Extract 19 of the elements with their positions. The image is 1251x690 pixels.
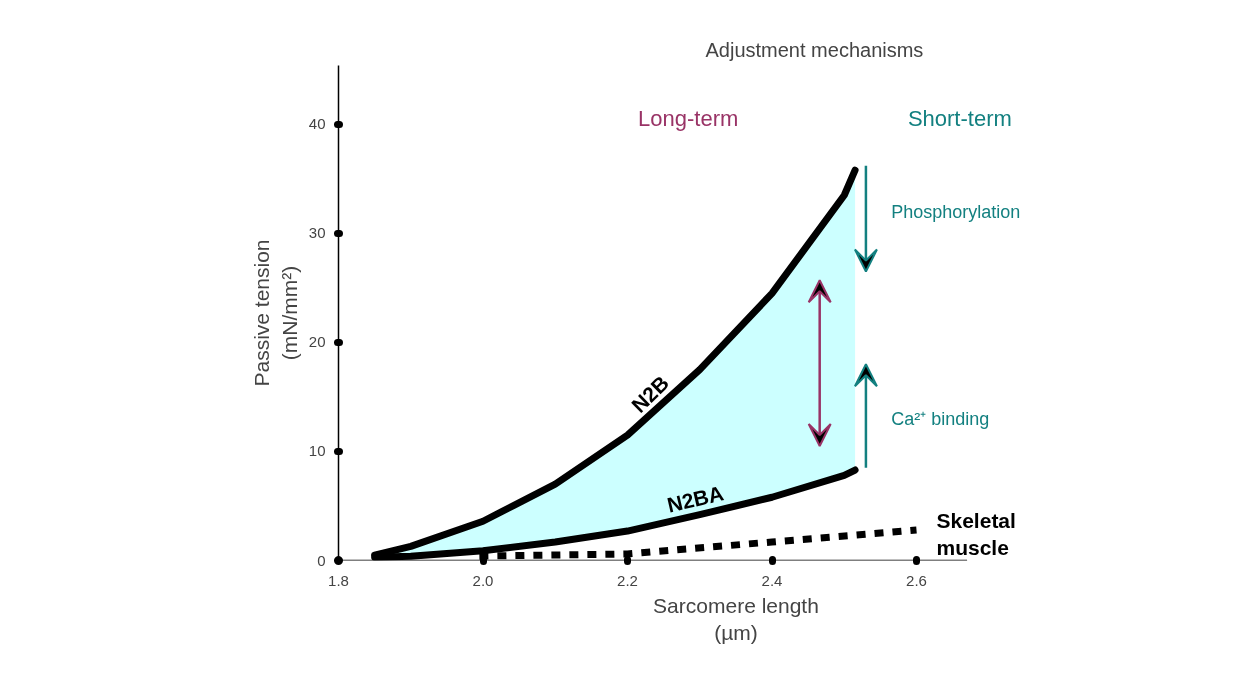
y-axis-title: Passive tension (mN/mm²) [250,239,301,387]
y-tick-label: 0 [317,551,326,569]
y-tick-label: 40 [308,115,326,133]
y-tick-label: 20 [308,333,326,351]
annotation: Ca²⁺ binding [891,408,990,429]
x-tick-label: 2.0 [472,571,494,589]
x-tick-label: 2.2 [617,571,638,589]
annotation: Long-term [638,106,739,132]
y-tick-label: 10 [308,442,326,460]
x-tick-label: 1.8 [328,571,349,589]
chart-title: Adjustment mechanisms [705,38,924,61]
x-axis-title: Sarcomere length (µm) [653,593,819,645]
annotation: Short-term [907,106,1012,132]
x-tick-label: 2.4 [761,571,783,589]
text: N2BA [664,481,726,517]
y-tick-label: 30 [308,224,326,242]
series-label: Skeletal muscle [936,508,1016,560]
x-tick-label: 2.6 [906,571,927,589]
annotation: Phosphorylation [891,201,1021,222]
